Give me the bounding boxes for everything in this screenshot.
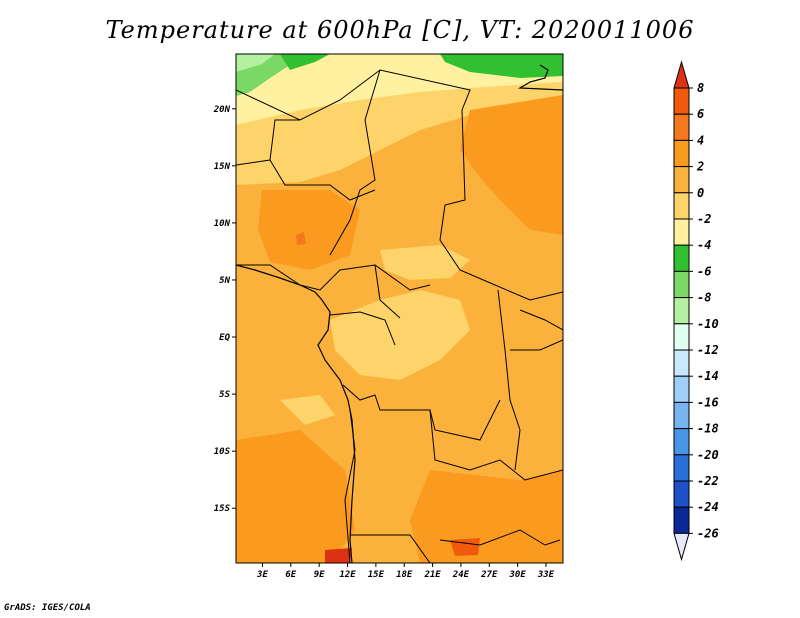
colorbar-label: -8 (697, 291, 711, 305)
colorbar-label: -14 (697, 369, 719, 383)
lon-label: 21E (423, 570, 441, 580)
colorbar-top-triangle (673, 60, 690, 89)
longitude-axis: 3E 6E 9E 12E 15E 18E 21E 24E 27E 30E 33E (256, 563, 555, 580)
colorbar-swatch (673, 139, 690, 168)
colorbar-swatch (673, 375, 690, 403)
colorbar-swatch (673, 401, 690, 430)
colorbar-swatch (673, 297, 690, 325)
lon-label: 27E (480, 570, 498, 580)
lon-label: 12E (339, 570, 356, 580)
field-band-minus10 (236, 54, 275, 72)
lon-label: 33E (537, 570, 555, 580)
lon-label: 30E (509, 570, 527, 580)
colorbar-label: 0 (697, 186, 704, 200)
lat-label: 10N (214, 219, 231, 229)
field-band-minus2-car (380, 245, 470, 280)
field-band-minus6-west (280, 54, 330, 70)
colorbar-label: 4 (697, 133, 704, 147)
colorbar-swatch (673, 244, 690, 272)
colorbar-swatch (673, 454, 690, 482)
lat-label: 5N (219, 276, 230, 286)
colorbar: 8 6 4 2 0 -2 -4 -6 -8 -10 -12 -14 -16 -18 -20 -22 -24 -26 (673, 60, 719, 562)
colorbar-label: -12 (697, 343, 719, 357)
colorbar-swatch (673, 113, 690, 141)
field-band-6to8-south (325, 548, 352, 563)
field-band-4to6-west (296, 232, 306, 245)
colorbar-swatch (673, 349, 690, 377)
field-band-minus2-central (330, 290, 470, 380)
colorbar-label: -26 (697, 526, 719, 540)
lat-label: 15S (214, 504, 231, 514)
colorbar-label: 8 (697, 81, 704, 95)
colorbar-label: -24 (697, 500, 719, 514)
lon-label: 6E (285, 570, 296, 580)
map-frame (235, 53, 564, 564)
colorbar-bottom-triangle (673, 532, 690, 562)
colorbar-label: 6 (697, 107, 704, 121)
colorbar-label: -6 (697, 264, 711, 278)
colorbar-swatch (673, 428, 690, 456)
lon-label: 18E (396, 570, 413, 580)
colorbar-swatch (673, 87, 690, 115)
colorbar-label: -16 (697, 395, 719, 409)
lat-label: 20N (213, 105, 231, 115)
colorbar-swatch (673, 323, 690, 351)
lon-label: 3E (256, 570, 268, 580)
colorbar-label: -4 (697, 238, 711, 252)
field-band-minus6 (440, 54, 563, 78)
colorbar-label: -18 (697, 422, 719, 436)
colorbar-label: -10 (697, 317, 719, 331)
lat-label: 10S (214, 447, 231, 457)
temperature-field (236, 54, 563, 563)
field-band-2to4-southwest (236, 430, 355, 563)
country-borders (236, 69, 563, 563)
colorbar-swatch (673, 270, 690, 299)
latitude-axis: 20N 15N 10N 5N EQ 5S 10S 15S (213, 105, 236, 514)
credit-text: GrADS: IGES/COLA (4, 603, 91, 613)
colorbar-label: -20 (697, 448, 719, 462)
colorbar-swatch (673, 166, 690, 194)
lat-label: 5S (219, 390, 230, 400)
colorbar-label: -22 (697, 474, 719, 488)
map-title: Temperature at 600hPa [C], VT: 202001100… (105, 16, 695, 44)
lon-label: 9E (314, 570, 325, 580)
field-band-2to4-northeast (460, 95, 563, 235)
colorbar-swatch (673, 192, 690, 220)
lon-label: 15E (368, 570, 385, 580)
colorbar-label: 2 (696, 160, 704, 174)
lon-label: 24E (452, 570, 470, 580)
coastline (236, 64, 563, 563)
field-band-2to4-west (258, 190, 360, 270)
lat-label: 15N (214, 162, 231, 172)
colorbar-swatch (673, 480, 690, 508)
colorbar-swatch (673, 506, 690, 534)
colorbar-label: -2 (697, 212, 711, 226)
field-band-4to6-south (450, 538, 480, 556)
field-band-2to4-southeast (410, 470, 563, 563)
lat-label: EQ (219, 333, 230, 343)
colorbar-swatch (673, 218, 690, 246)
field-band-minus2-atlantic (280, 395, 335, 425)
